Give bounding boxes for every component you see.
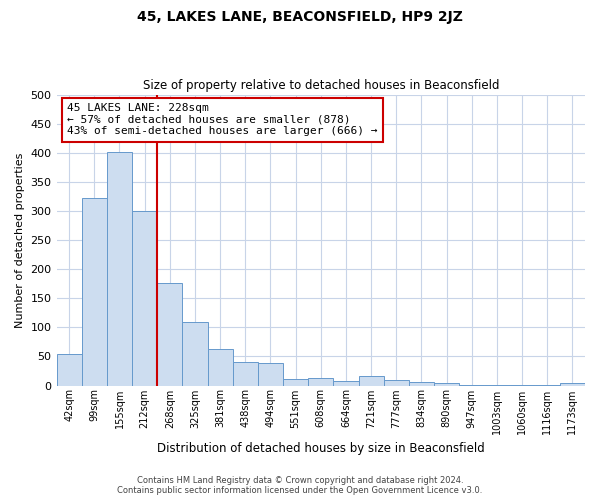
Bar [459, 385, 484, 386]
Bar [359, 376, 383, 386]
Bar [233, 362, 258, 386]
Text: Contains HM Land Registry data © Crown copyright and database right 2024.
Contai: Contains HM Land Registry data © Crown c… [118, 476, 482, 495]
Bar [132, 211, 157, 386]
Bar [208, 349, 233, 386]
Bar [383, 380, 409, 386]
Bar [484, 385, 509, 386]
Bar [560, 382, 585, 386]
Bar [434, 382, 459, 386]
Bar [283, 378, 308, 386]
Bar [535, 385, 560, 386]
Bar [509, 385, 535, 386]
Bar [334, 381, 359, 386]
X-axis label: Distribution of detached houses by size in Beaconsfield: Distribution of detached houses by size … [157, 442, 485, 455]
Bar [56, 354, 82, 386]
Bar [409, 382, 434, 386]
Y-axis label: Number of detached properties: Number of detached properties [15, 152, 25, 328]
Title: Size of property relative to detached houses in Beaconsfield: Size of property relative to detached ho… [143, 79, 499, 92]
Bar [182, 322, 208, 386]
Bar [82, 198, 107, 386]
Bar [308, 378, 334, 386]
Text: 45, LAKES LANE, BEACONSFIELD, HP9 2JZ: 45, LAKES LANE, BEACONSFIELD, HP9 2JZ [137, 10, 463, 24]
Bar [107, 152, 132, 386]
Text: 45 LAKES LANE: 228sqm
← 57% of detached houses are smaller (878)
43% of semi-det: 45 LAKES LANE: 228sqm ← 57% of detached … [67, 104, 377, 136]
Bar [258, 364, 283, 386]
Bar [157, 282, 182, 386]
